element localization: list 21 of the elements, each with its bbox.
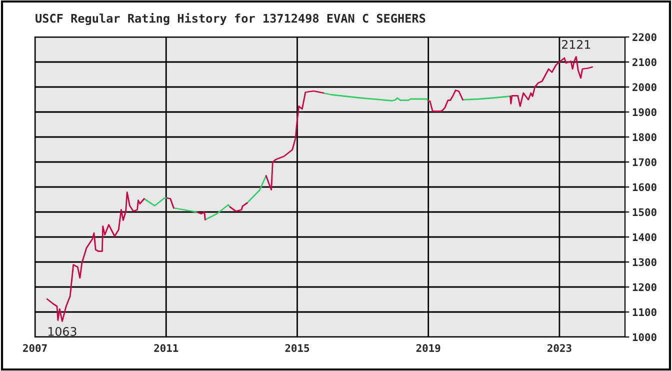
y-tick-label: 1700 [632, 158, 656, 166]
x-tick-label: 2023 [547, 344, 572, 352]
y-tick-label: 2000 [632, 83, 656, 92]
x-tick-label: 2015 [285, 344, 310, 352]
y-tick-label: 1800 [632, 133, 656, 142]
y-tick-label: 1100 [632, 308, 656, 316]
x-tick-label: 2007 [23, 344, 47, 352]
y-tick-label: 1400 [632, 233, 656, 242]
y-tick-label: 1900 [632, 108, 656, 116]
y-tick-label: 1600 [632, 183, 656, 192]
y-tick-label: 1000 [632, 333, 656, 342]
y-tick-label: 1500 [632, 208, 656, 216]
y-tick-label: 1300 [632, 258, 656, 266]
x-tick-label: 2011 [154, 344, 178, 352]
chart-title: USCF Regular Rating History for 13712498 EVAN C SEGHERS [36, 12, 426, 26]
annotation: 1063 [48, 327, 76, 336]
x-tick-label: 2019 [416, 344, 440, 352]
y-tick-label: 2200 [632, 33, 656, 42]
annotation: 2121 [562, 40, 590, 49]
y-tick-label: 1200 [632, 283, 656, 292]
y-tick-label: 2100 [632, 58, 656, 66]
